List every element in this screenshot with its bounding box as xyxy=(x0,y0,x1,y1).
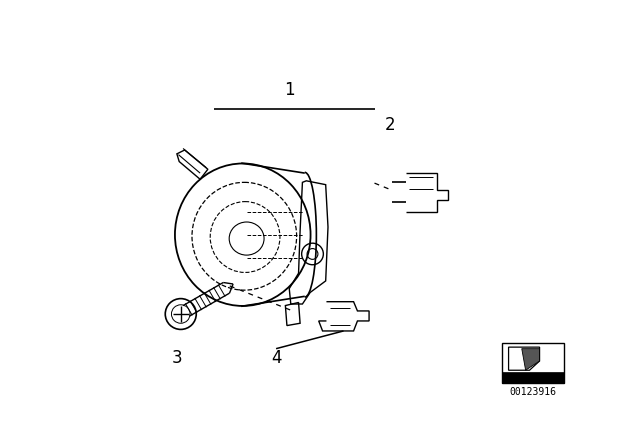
Polygon shape xyxy=(522,349,540,370)
Text: 3: 3 xyxy=(172,349,182,367)
Bar xyxy=(502,343,564,383)
Text: 00123916: 00123916 xyxy=(510,387,557,397)
Bar xyxy=(502,372,564,383)
Text: 2: 2 xyxy=(385,116,396,134)
Polygon shape xyxy=(509,347,540,370)
Text: 1: 1 xyxy=(284,81,294,99)
Text: 4: 4 xyxy=(271,349,282,367)
